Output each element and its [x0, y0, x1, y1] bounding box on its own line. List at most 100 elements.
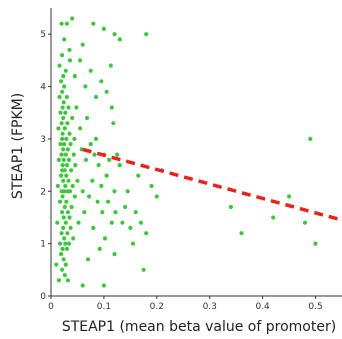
data-point	[228, 204, 233, 210]
data-point	[60, 246, 65, 251]
data-point	[133, 210, 138, 215]
data-point	[65, 210, 70, 215]
data-point	[80, 189, 85, 194]
data-point	[117, 37, 122, 42]
data-point	[82, 210, 87, 215]
data-point	[78, 126, 83, 131]
data-point	[104, 173, 109, 178]
data-point	[59, 79, 64, 84]
data-point	[84, 115, 90, 121]
data-point	[62, 84, 67, 89]
data-point	[302, 220, 308, 225]
data-point	[106, 199, 111, 204]
points-layer	[54, 16, 318, 288]
data-point	[60, 131, 65, 136]
data-point	[93, 94, 99, 100]
data-point	[62, 204, 67, 210]
data-point	[78, 58, 83, 63]
data-point	[58, 110, 63, 115]
data-point	[62, 37, 67, 42]
data-point	[56, 157, 62, 162]
data-point	[55, 220, 60, 225]
data-point	[64, 21, 69, 26]
data-point	[130, 241, 136, 246]
data-point	[72, 194, 77, 199]
data-point	[60, 89, 65, 94]
data-point	[62, 189, 67, 194]
data-point	[90, 178, 95, 183]
data-point	[59, 252, 64, 257]
x-tick-label: 0.1	[97, 302, 111, 312]
data-point	[54, 262, 59, 267]
data-point	[115, 152, 120, 157]
data-point	[59, 152, 64, 157]
data-point	[113, 210, 118, 215]
data-point	[61, 100, 66, 105]
data-point	[68, 142, 73, 147]
data-point	[56, 126, 61, 131]
data-point	[91, 21, 96, 26]
data-point	[149, 183, 154, 189]
data-point	[287, 194, 292, 199]
data-point	[87, 194, 92, 199]
data-point	[62, 142, 67, 147]
data-point	[271, 215, 276, 220]
data-point	[88, 142, 93, 147]
data-point	[69, 168, 74, 173]
data-point	[63, 68, 68, 73]
data-point	[59, 231, 64, 236]
data-point	[120, 220, 125, 225]
data-point	[76, 220, 81, 225]
data-point	[64, 163, 69, 168]
data-point	[63, 110, 68, 115]
data-point	[308, 136, 313, 141]
data-point	[60, 163, 65, 168]
data-point	[62, 236, 67, 241]
data-point	[65, 147, 70, 152]
data-point	[63, 152, 68, 157]
data-point	[64, 173, 69, 178]
data-point	[108, 63, 113, 68]
data-point	[64, 94, 69, 100]
data-point	[80, 283, 85, 288]
data-point	[136, 173, 141, 178]
data-point	[61, 74, 66, 79]
y-tick-label: 1	[40, 240, 46, 250]
data-point	[60, 267, 65, 272]
data-point	[99, 183, 104, 189]
data-point	[67, 47, 72, 53]
axes: 0 0.1 0.2 0.3 0.4 0.5 0 1 2 3 4 5	[40, 8, 342, 312]
data-point	[313, 241, 318, 246]
data-point	[73, 163, 78, 168]
data-point	[71, 152, 76, 157]
data-point	[63, 183, 68, 189]
data-point	[65, 121, 70, 126]
data-point	[60, 53, 65, 58]
data-point	[101, 283, 106, 288]
data-point	[57, 199, 63, 204]
y-tick-label: 5	[40, 30, 46, 40]
data-point	[57, 63, 62, 68]
data-point	[75, 178, 80, 183]
data-point	[64, 246, 69, 251]
data-point	[144, 231, 149, 236]
data-point	[67, 215, 72, 220]
data-point	[61, 178, 66, 183]
data-point	[107, 157, 112, 162]
data-point	[123, 204, 128, 210]
data-point	[100, 210, 105, 215]
data-point	[83, 84, 88, 89]
data-point	[74, 105, 79, 110]
data-point	[112, 252, 117, 257]
data-point	[65, 278, 70, 283]
data-point	[104, 89, 109, 94]
data-point	[97, 246, 102, 251]
data-point	[138, 220, 143, 225]
data-point	[144, 32, 149, 37]
data-point	[102, 236, 108, 241]
data-point	[63, 241, 68, 246]
data-point	[109, 105, 114, 110]
data-point	[60, 136, 65, 141]
data-point	[72, 136, 77, 141]
